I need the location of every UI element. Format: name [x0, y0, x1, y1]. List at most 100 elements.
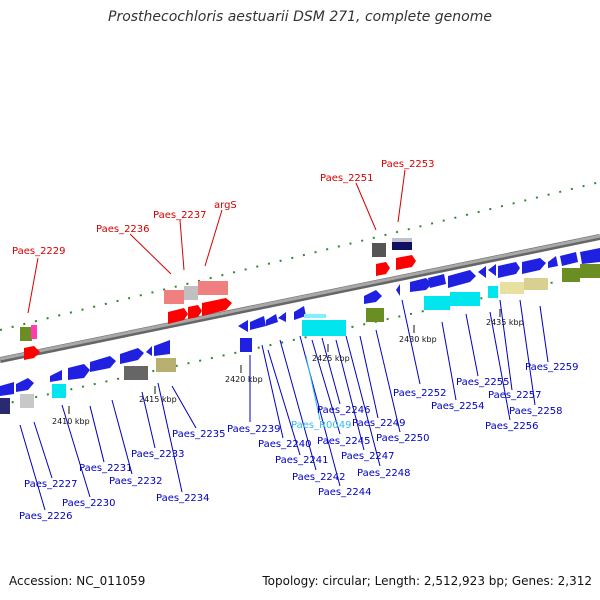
gene-label[interactable]: Paes_2255: [456, 377, 510, 388]
gene-label[interactable]: Paes_2245: [317, 436, 371, 447]
gene-label[interactable]: Paes_2256: [485, 421, 539, 432]
connector-paes-2252: [401, 299, 421, 385]
gene-label[interactable]: Paes_2227: [24, 479, 78, 490]
connector-paes-2248: [345, 335, 381, 467]
rna-arrow-2253: [396, 255, 416, 270]
connector-paes-2232: [111, 399, 133, 475]
connector-paes-2234: [157, 382, 183, 493]
scale-label-2415: 2415 kbp: [139, 395, 177, 404]
gene-label[interactable]: Paes_2231: [79, 463, 133, 474]
gene-label[interactable]: Paes_2234: [156, 493, 210, 504]
gene-arrow-2244: [294, 306, 306, 320]
gene-label[interactable]: Paes_2258: [509, 406, 563, 417]
gene-block-blue-small: [240, 338, 252, 352]
gene-label[interactable]: Paes_2249: [352, 418, 406, 429]
gene-label[interactable]: Paes_2242: [292, 472, 346, 483]
scale-labels: 2410 kbp 2415 kbp 2420 kbp 2425 kbp 2430…: [52, 318, 524, 426]
gene-label[interactable]: Paes_2226: [19, 511, 73, 522]
gene-arrow-2240: [250, 316, 266, 330]
gene-label[interactable]: Paes_2240: [258, 439, 312, 450]
gene-arrow-2229: [50, 370, 62, 382]
gene-label[interactable]: Paes_2239: [227, 424, 281, 435]
gene-arrow-right-1: [548, 256, 558, 268]
gene-label[interactable]: Paes_2232: [109, 476, 163, 487]
gene-block-khaki-3: [524, 278, 548, 290]
gene-label[interactable]: Paes_2250: [376, 433, 430, 444]
connector-paes-2237: [179, 219, 185, 271]
connector-paes-2230: [61, 404, 91, 498]
rna-arrow-2237: [188, 305, 202, 319]
gene-arrow-2231: [90, 356, 116, 372]
rna-arrow-args: [202, 298, 232, 316]
scale-label-2410: 2410 kbp: [52, 417, 90, 426]
connector-paes-2249: [359, 335, 379, 419]
gene-block-khaki: [156, 358, 176, 372]
gene-arrow-2256: [478, 266, 486, 278]
gene-block-pink: [31, 325, 37, 339]
gene-block-cyan-4: [450, 292, 480, 306]
gene-block-khaki-2: [500, 282, 524, 294]
gene-label[interactable]: Paes_2252: [393, 388, 447, 399]
gene-label[interactable]: Paes_R0049: [291, 420, 351, 431]
gene-label[interactable]: Paes_2257: [488, 390, 542, 401]
gene-label[interactable]: Paes_2236: [96, 224, 150, 235]
gene-block-salmon-1: [164, 290, 184, 304]
gene-label[interactable]: Paes_2230: [62, 498, 116, 509]
gene-block-olive-2: [366, 308, 384, 322]
gene-arrow-2241: [266, 314, 278, 326]
gene-label[interactable]: Paes_2251: [320, 173, 374, 184]
connector-paes-2236: [129, 233, 172, 275]
gene-arrow-2259: [522, 258, 546, 274]
gene-block-olive-4: [580, 264, 600, 278]
gene-block-olive: [20, 327, 32, 341]
connector-paes-2247: [335, 339, 365, 451]
rna-arrow-2236: [168, 308, 188, 324]
connector-paes-2254: [441, 321, 457, 401]
connector-paes-2227: [33, 421, 53, 479]
gene-block-lightcyan: [304, 314, 326, 318]
rna-arrow-2251: [376, 262, 390, 276]
gene-label[interactable]: argS: [214, 200, 237, 211]
gene-arrow-left-1: [0, 382, 14, 396]
gene-label[interactable]: Paes_2233: [131, 449, 185, 460]
gene-block-cyan-3: [424, 296, 450, 310]
connector-paes-2233: [141, 391, 156, 449]
gene-label[interactable]: Paes_2246: [317, 405, 371, 416]
gene-arrow-2249: [364, 290, 382, 304]
gene-arrow-2227: [16, 378, 34, 392]
connector-paes-2255: [465, 313, 479, 377]
gene-label[interactable]: Paes_2254: [431, 401, 485, 412]
gene-label[interactable]: Paes_2248: [357, 468, 411, 479]
scale-label-2425: 2425 kbp: [312, 354, 350, 363]
gene-arrow-2257: [488, 264, 496, 276]
gene-label[interactable]: Paes_2247: [341, 451, 395, 462]
gene-label[interactable]: Paes_2241: [275, 455, 329, 466]
gene-block-navy-top: [392, 238, 412, 242]
genome-backbone: [0, 234, 600, 363]
lower-gene-labels: Paes_2226 Paes_2227 Paes_2230 Paes_2231 …: [19, 362, 579, 522]
connector-paes-2246: [321, 337, 341, 405]
genome-summary: Topology: circular; Length: 2,512,923 bp…: [262, 574, 592, 588]
accession-label: Accession: NC_011059: [9, 574, 146, 588]
scale-label-2430: 2430 kbp: [399, 335, 437, 344]
connector-paes-2231: [89, 405, 105, 463]
gene-label[interactable]: Paes_2237: [153, 210, 207, 221]
gene-arrow-2242: [278, 312, 286, 322]
gene-arrow-right-2: [560, 252, 578, 266]
scale-label-2435: 2435 kbp: [486, 318, 524, 327]
gene-block-cyan-1: [52, 384, 66, 398]
connector-paes-2241: [267, 349, 301, 456]
connector-paes-2242: [279, 339, 317, 471]
gene-label[interactable]: Paes_2259: [525, 362, 579, 373]
connector-paes-2259: [539, 305, 549, 363]
connector-paes-2250: [375, 329, 401, 433]
gene-block-navy-left: [0, 398, 10, 414]
gene-arrow-2255: [448, 270, 476, 288]
gene-arrow-2250: [396, 284, 400, 296]
gene-label[interactable]: Paes_2229: [12, 246, 66, 257]
gene-label[interactable]: Paes_2235: [172, 429, 226, 440]
gene-arrow-2232: [120, 348, 144, 364]
gene-label[interactable]: Paes_2253: [381, 159, 435, 170]
gene-label[interactable]: Paes_2244: [318, 487, 372, 498]
connector-paes-2245: [311, 339, 341, 435]
